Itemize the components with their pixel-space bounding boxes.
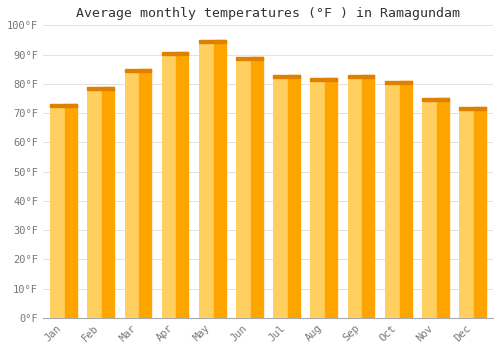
- Bar: [251, 57, 263, 318]
- Bar: [325, 78, 337, 318]
- Bar: [385, 81, 411, 318]
- Bar: [236, 57, 263, 61]
- Bar: [436, 98, 449, 318]
- Bar: [385, 81, 411, 84]
- Bar: [348, 75, 374, 78]
- Bar: [199, 40, 226, 318]
- Bar: [199, 40, 226, 43]
- Bar: [310, 78, 337, 81]
- Bar: [176, 51, 188, 318]
- Bar: [274, 75, 300, 318]
- Bar: [474, 107, 486, 318]
- Bar: [400, 81, 411, 318]
- Bar: [162, 51, 188, 318]
- Bar: [362, 75, 374, 318]
- Bar: [50, 104, 77, 107]
- Bar: [422, 98, 449, 101]
- Bar: [88, 87, 114, 90]
- Bar: [459, 107, 486, 318]
- Bar: [88, 87, 114, 318]
- Bar: [310, 78, 337, 318]
- Bar: [236, 57, 263, 318]
- Bar: [274, 75, 300, 78]
- Bar: [288, 75, 300, 318]
- Bar: [65, 104, 77, 318]
- Bar: [162, 51, 188, 55]
- Bar: [459, 107, 486, 110]
- Bar: [139, 69, 151, 318]
- Bar: [102, 87, 114, 318]
- Bar: [214, 40, 226, 318]
- Bar: [50, 104, 77, 318]
- Bar: [124, 69, 152, 72]
- Bar: [348, 75, 374, 318]
- Title: Average monthly temperatures (°F ) in Ramagundam: Average monthly temperatures (°F ) in Ra…: [76, 7, 460, 20]
- Bar: [422, 98, 449, 318]
- Bar: [124, 69, 152, 318]
